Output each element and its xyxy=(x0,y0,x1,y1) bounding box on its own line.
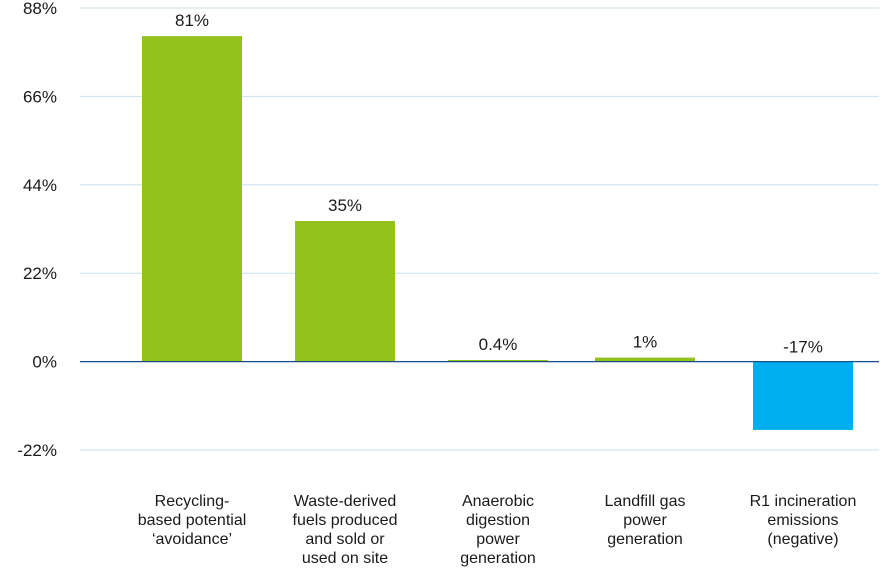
x-axis-ticks: Recycling-based potential ‘avoidance’ Wast… xyxy=(138,493,857,567)
x-tick-label-line: generation xyxy=(460,550,536,567)
x-tick-label-line: Anaerobic xyxy=(462,493,534,510)
data-label: -17% xyxy=(783,338,823,357)
x-tick-label-line: Waste-derived xyxy=(294,493,397,510)
y-tick-label: 66% xyxy=(23,87,57,106)
x-tick-label-line: R1 incineration xyxy=(750,493,857,510)
data-label: 35% xyxy=(328,196,362,215)
x-tick-label-line: fuels produced xyxy=(293,512,398,529)
x-tick-label: R1 incineration emissions (negative) xyxy=(750,493,857,548)
x-tick-label-line: Landfill gas xyxy=(605,493,686,510)
x-tick-label: Waste-derived fuels produced and sold or us… xyxy=(293,493,398,567)
y-tick-label: 88% xyxy=(23,0,57,18)
x-tick-label-line: based potential xyxy=(138,512,247,529)
x-tick-label: Recycling-based potential ‘avoidance’ xyxy=(138,493,247,548)
x-tick-label-line: and sold or xyxy=(305,531,385,548)
bar xyxy=(753,361,853,430)
x-tick-label: Anaerobic digestion power generation xyxy=(460,493,536,567)
x-tick-label-line: (negative) xyxy=(767,531,838,548)
x-tick-label-line: used on site xyxy=(302,550,388,567)
bar xyxy=(595,357,695,362)
x-tick-label: Landfill gas power generation xyxy=(605,493,686,548)
x-tick-label-line: Recycling- xyxy=(155,493,230,510)
bars xyxy=(142,36,853,430)
data-labels: 81% 35% 0.4% 1% -17% xyxy=(175,11,823,356)
data-label: 81% xyxy=(175,11,209,30)
y-axis-ticks: 88% 66% 44% 22% 0% -22% xyxy=(17,0,57,460)
y-tick-label: 0% xyxy=(32,353,57,372)
bar xyxy=(295,220,395,362)
y-tick-label: -22% xyxy=(17,441,57,460)
x-tick-label-line: digestion xyxy=(466,512,530,529)
x-tick-label-line: power xyxy=(476,531,520,548)
data-label: 1% xyxy=(633,333,658,352)
x-tick-label-line: power xyxy=(623,512,667,529)
bar xyxy=(142,36,242,362)
data-label: 0.4% xyxy=(479,335,518,354)
x-tick-label-line: emissions xyxy=(767,512,838,529)
y-tick-label: 44% xyxy=(23,176,57,195)
x-tick-label-line: generation xyxy=(607,531,683,548)
y-tick-label: 22% xyxy=(23,264,57,283)
bar xyxy=(448,359,548,362)
x-tick-label-line: ‘avoidance’ xyxy=(152,531,232,548)
